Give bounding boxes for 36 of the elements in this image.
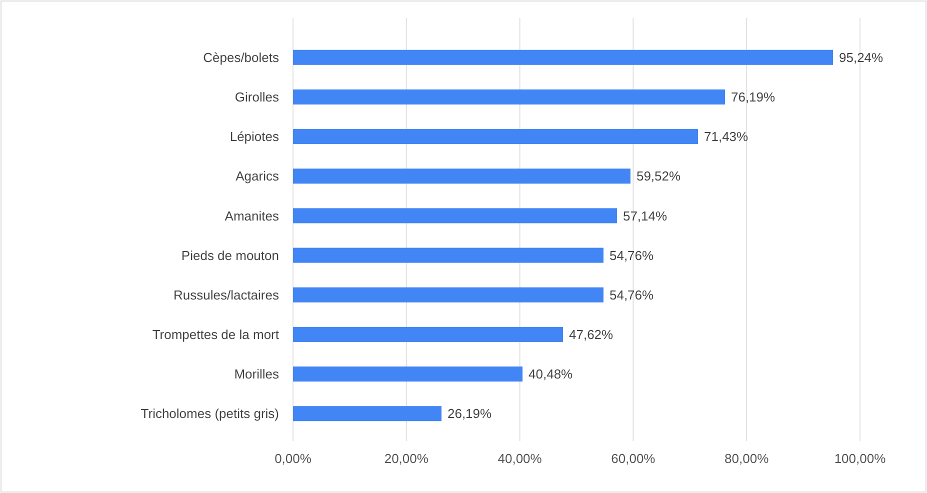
bar (293, 50, 834, 65)
data-label: 76,19% (730, 90, 776, 105)
y-tick-label: Pieds de mouton (181, 248, 279, 263)
data-label: 54,76% (609, 287, 654, 302)
y-tick-label: Lépiotes (230, 129, 280, 144)
y-tick-label: Trompettes de la mort (152, 327, 280, 342)
bar (293, 366, 523, 382)
bar (293, 168, 630, 184)
data-label: 40,48% (528, 366, 574, 382)
x-tick-label: 60,00% (611, 451, 656, 466)
bar (293, 248, 604, 263)
x-tick-label: 20,00% (384, 451, 429, 466)
bar (293, 129, 698, 144)
y-tick-label: Agarics (236, 168, 280, 184)
bar (293, 208, 617, 224)
bar (293, 406, 442, 422)
data-label: 71,43% (704, 129, 749, 144)
data-label: 95,24% (839, 50, 884, 65)
data-label: 57,14% (622, 208, 668, 224)
y-tick-label: Tricholomes (petits gris) (140, 406, 279, 422)
y-tick-label: Girolles (234, 90, 280, 105)
x-tick-label: 80,00% (724, 451, 770, 466)
y-tick-label: Amanites (224, 208, 280, 224)
bar (293, 287, 604, 302)
x-tick-label: 0,00% (274, 451, 312, 466)
y-tick-label: Cèpes/bolets (203, 50, 280, 65)
data-label: 59,52% (636, 168, 682, 184)
x-tick-label: 100,00% (834, 451, 886, 466)
data-label: 26,19% (447, 406, 492, 422)
data-label: 47,62% (569, 327, 614, 342)
y-tick-label: Russules/lactaires (174, 287, 280, 302)
y-tick-label: Morilles (234, 366, 280, 382)
data-label: 54,76% (609, 248, 654, 263)
bar (293, 326, 564, 342)
x-tick-label: 40,00% (498, 451, 542, 466)
bar (293, 89, 725, 104)
